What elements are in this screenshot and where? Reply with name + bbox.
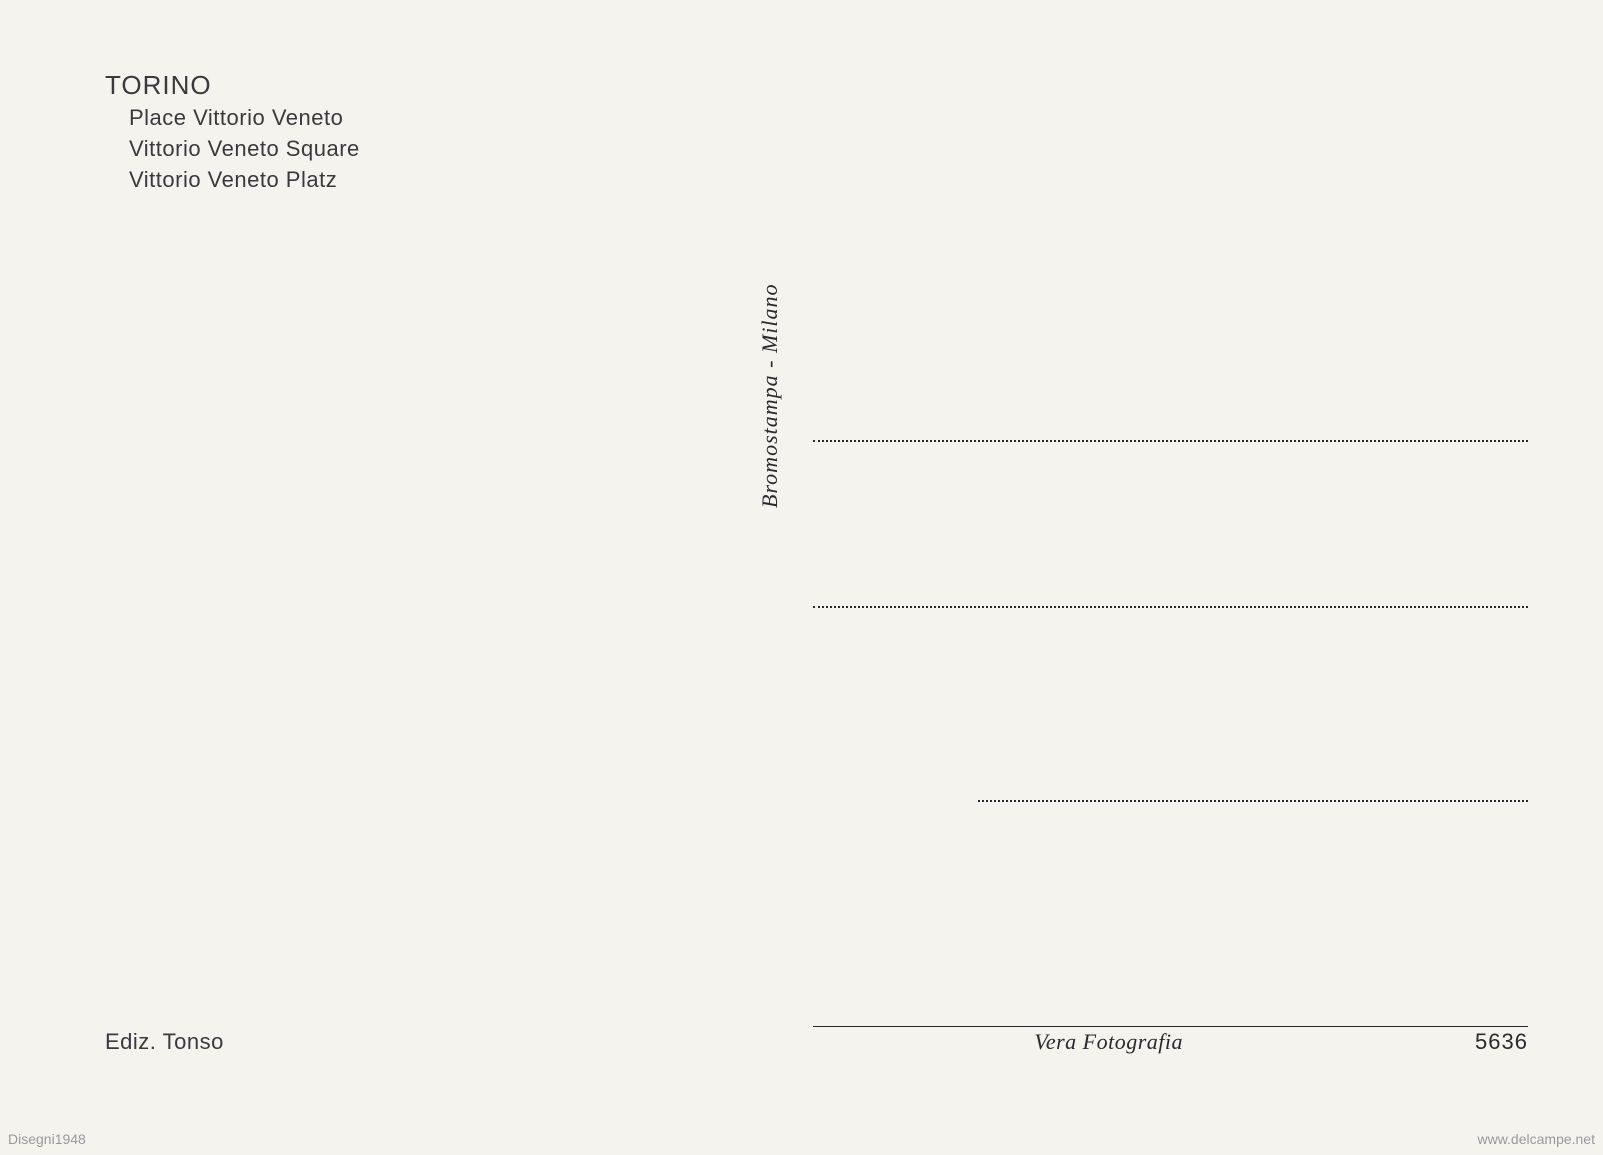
watermark-left: Disegni1948 xyxy=(8,1131,86,1147)
card-number: 5636 xyxy=(1475,1029,1528,1055)
address-line-2 xyxy=(813,606,1528,608)
address-area xyxy=(813,440,1528,810)
city-name: TORINO xyxy=(105,70,360,101)
address-line-3 xyxy=(978,800,1528,802)
place-line-fr: Place Vittorio Veneto xyxy=(129,103,360,134)
postcard-back: TORINO Place Vittorio Veneto Vittorio Ve… xyxy=(0,0,1603,1155)
place-line-en: Vittorio Veneto Square xyxy=(129,134,360,165)
publisher-label: Ediz. Tonso xyxy=(105,1029,224,1055)
place-line-de: Vittorio Veneto Platz xyxy=(129,165,360,196)
printer-label: Bromostampa - Milano xyxy=(757,283,783,508)
watermark-right: www.delcampe.net xyxy=(1477,1131,1595,1147)
header-block: TORINO Place Vittorio Veneto Vittorio Ve… xyxy=(105,70,360,195)
photo-credit-label: Vera Fotografia xyxy=(1034,1029,1183,1055)
footer-separator xyxy=(813,1026,1528,1027)
address-line-1 xyxy=(813,440,1528,442)
